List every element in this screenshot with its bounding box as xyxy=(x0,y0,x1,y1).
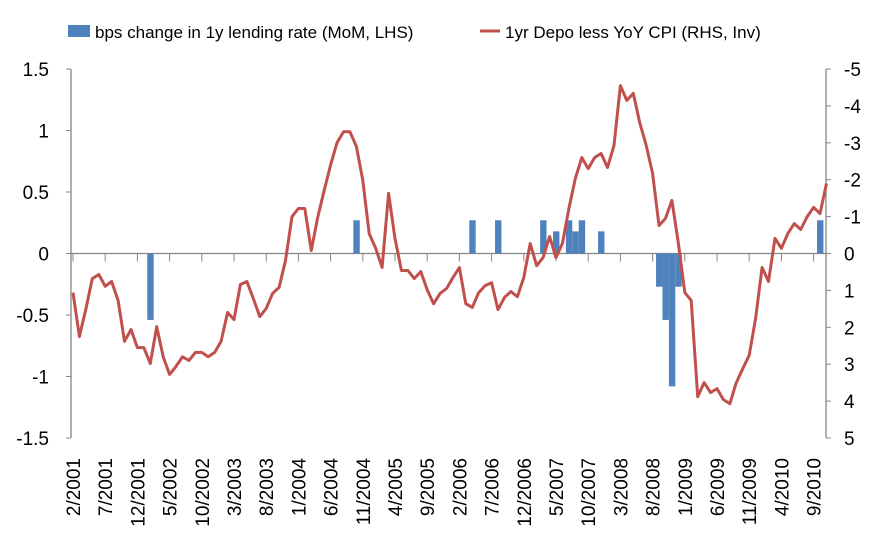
y-right-tick-label: 2 xyxy=(844,318,855,339)
y-left-tick-label: -1 xyxy=(32,368,49,389)
x-tick-label: 5/2002 xyxy=(161,458,182,516)
bar xyxy=(469,220,475,253)
x-tick-label: 4/2005 xyxy=(386,458,407,516)
bar xyxy=(662,254,668,320)
bar xyxy=(817,220,823,253)
bar xyxy=(572,231,578,253)
y-right-tick-label: 5 xyxy=(844,429,855,450)
x-tick-label: 7/2006 xyxy=(483,458,504,516)
y-right-tick-label: -2 xyxy=(844,171,861,192)
x-tick-label: 6/2009 xyxy=(708,458,729,516)
y-left-tick-label: 0 xyxy=(38,245,49,266)
y-right-tick-label: 1 xyxy=(844,281,855,302)
x-tick-label: 3/2003 xyxy=(225,458,246,516)
y-right-tick-label: 3 xyxy=(844,355,855,376)
y-right-tick-label: 0 xyxy=(844,245,855,266)
bar xyxy=(147,254,153,320)
y-left-tick-label: -0.5 xyxy=(16,306,49,327)
x-tick-label: 10/2002 xyxy=(193,458,214,527)
x-tick-label: 8/2008 xyxy=(644,458,665,516)
x-tick-label: 2/2001 xyxy=(64,458,85,516)
x-tick-label: 12/2006 xyxy=(515,458,536,527)
x-tick-label: 4/2010 xyxy=(772,458,793,516)
x-tick-label: 8/2003 xyxy=(257,458,278,516)
y-left-tick-label: 1 xyxy=(38,122,49,143)
x-tick-label: 1/2009 xyxy=(676,458,697,516)
bar xyxy=(669,254,675,387)
y-right-tick-label: 4 xyxy=(844,392,855,413)
x-tick-label: 2/2006 xyxy=(450,458,471,516)
x-tick-label: 12/2001 xyxy=(128,458,149,527)
x-tick-label: 9/2010 xyxy=(805,458,826,516)
x-tick-label: 1/2004 xyxy=(289,458,310,517)
x-tick-label: 10/2007 xyxy=(579,458,600,527)
y-right-tick-label: -4 xyxy=(844,97,861,118)
bar xyxy=(579,220,585,253)
x-tick-label: 11/2004 xyxy=(354,458,375,526)
x-tick-label: 11/2009 xyxy=(740,458,761,525)
x-tick-label: 7/2001 xyxy=(96,458,117,516)
line-path xyxy=(73,86,827,404)
y-right-tick-label: -3 xyxy=(844,134,861,155)
y-right-tick-label: -1 xyxy=(844,208,861,229)
x-tick-label: 9/2005 xyxy=(418,458,439,516)
legend-label-bars: bps change in 1y lending rate (MoM, LHS) xyxy=(95,23,413,42)
bar xyxy=(656,254,662,287)
bar xyxy=(495,220,501,253)
x-tick-label: 5/2007 xyxy=(547,458,568,516)
legend-label-line: 1yr Depo less YoY CPI (RHS, Inv) xyxy=(505,23,761,42)
bar-series xyxy=(147,220,823,386)
bar xyxy=(353,220,359,253)
x-tick-label: 3/2008 xyxy=(611,458,632,516)
line-series xyxy=(73,86,827,404)
y-right-tick-label: -5 xyxy=(844,60,861,81)
y-left-tick-label: 1.5 xyxy=(23,60,49,81)
y-left-tick-label: -1.5 xyxy=(16,429,49,450)
legend-swatch-bars xyxy=(68,25,90,37)
bar xyxy=(598,231,604,253)
y-left-tick-label: 0.5 xyxy=(23,183,49,204)
x-tick-label: 6/2004 xyxy=(322,458,343,517)
legend: bps change in 1y lending rate (MoM, LHS)… xyxy=(68,23,761,42)
